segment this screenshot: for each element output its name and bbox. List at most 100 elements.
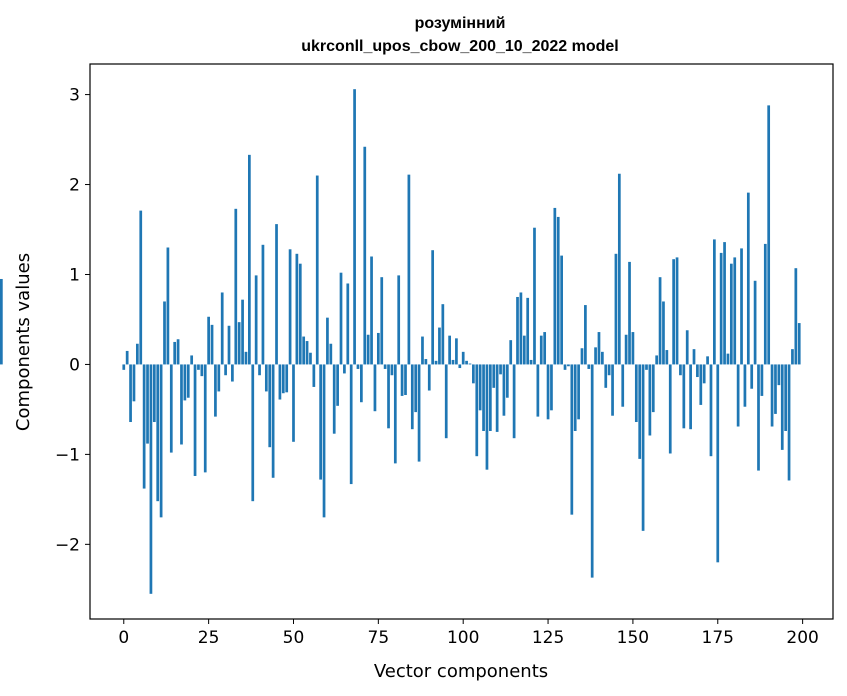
bar [258, 364, 261, 376]
bar [580, 348, 584, 365]
bar [455, 338, 458, 365]
bar [556, 216, 560, 365]
bar [584, 305, 587, 365]
bar [505, 364, 509, 398]
bar [729, 263, 733, 365]
bar [356, 364, 360, 369]
bar [763, 243, 767, 365]
bar [604, 364, 608, 388]
bar [193, 364, 197, 476]
x-tick-label: 50 [283, 628, 305, 648]
bar [709, 364, 713, 457]
bar [519, 292, 523, 365]
bar [363, 146, 367, 365]
x-tick-label: 125 [532, 628, 564, 648]
chart-title: розумінний ukrconll_upos_cbow_200_10_202… [301, 15, 618, 55]
bar [526, 297, 530, 365]
bar [679, 364, 682, 376]
bar [292, 364, 295, 442]
x-tick-label: 175 [702, 628, 734, 648]
bar [343, 364, 346, 374]
bar [380, 277, 384, 365]
bar [797, 323, 801, 365]
bar [743, 364, 747, 407]
bar [777, 364, 781, 386]
bar [0, 278, 3, 365]
bar [285, 364, 289, 393]
bar [658, 277, 662, 365]
bar [407, 174, 411, 365]
bar [190, 355, 194, 365]
bar [319, 364, 322, 480]
bar [180, 364, 183, 445]
bar [397, 275, 401, 365]
bar [166, 247, 170, 365]
bar [736, 364, 740, 427]
bar [478, 364, 482, 411]
bar [668, 364, 672, 454]
bar [648, 364, 652, 436]
bar [573, 364, 577, 431]
bar [740, 248, 743, 365]
bar [550, 364, 553, 411]
bar [617, 173, 621, 365]
bar [183, 364, 187, 401]
x-tick-label: 75 [368, 628, 390, 648]
bar [139, 210, 143, 365]
bar [536, 364, 540, 417]
bar [414, 364, 418, 413]
bar [390, 364, 394, 376]
bar [132, 364, 136, 402]
bar [278, 364, 282, 400]
bar [685, 330, 689, 365]
bar [441, 304, 445, 365]
bar [702, 364, 706, 384]
y-axis-ticks: −2 −1 0 1 2 3 [55, 86, 90, 555]
y-axis-label: Components values [13, 253, 34, 431]
bar [431, 250, 435, 365]
bar [241, 299, 244, 365]
bar [142, 364, 146, 489]
bar [302, 336, 306, 365]
bar [421, 336, 424, 365]
bar [176, 339, 180, 365]
bar [261, 244, 265, 365]
bar [794, 268, 798, 365]
bar [522, 335, 526, 365]
bar [312, 364, 316, 387]
bar [485, 364, 489, 470]
bar [675, 257, 679, 365]
bar [655, 355, 659, 365]
bar [329, 343, 333, 365]
bar [570, 364, 574, 515]
bar [346, 283, 350, 365]
bar [546, 364, 550, 420]
bar [553, 207, 557, 365]
bar [577, 364, 580, 420]
bar [275, 224, 278, 365]
bar [353, 89, 356, 365]
bar [448, 335, 451, 365]
bar [611, 364, 614, 416]
bar [543, 332, 547, 365]
y-tick-label: 1 [69, 265, 80, 285]
bar [163, 301, 166, 365]
bar [360, 364, 363, 403]
bar [370, 256, 373, 365]
bar [516, 296, 519, 365]
bar [567, 364, 570, 367]
bar [210, 324, 214, 365]
bar [298, 263, 302, 365]
bar [336, 364, 339, 406]
bar [125, 350, 129, 365]
bar [512, 364, 516, 439]
chart-title-line-1: розумінний [415, 15, 506, 32]
x-tick-label: 0 [118, 628, 129, 648]
bar [539, 335, 543, 365]
bar [366, 334, 370, 365]
bar [220, 292, 224, 365]
x-tick-label: 150 [617, 628, 649, 648]
bar [149, 364, 153, 594]
bar [587, 364, 591, 369]
bar [624, 334, 628, 365]
